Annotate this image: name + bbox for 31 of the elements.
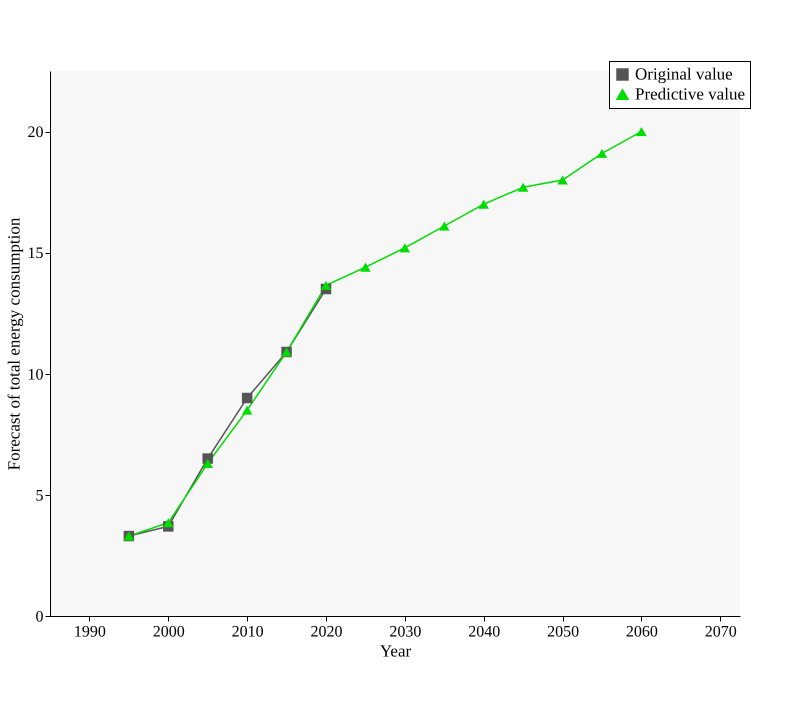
point <box>400 243 410 252</box>
point <box>202 458 213 468</box>
point <box>439 221 450 231</box>
x-tick-label: 2000 <box>152 624 185 640</box>
point <box>596 148 608 158</box>
y-tick-label: 20 <box>28 124 44 142</box>
y-axis-title: Forecast of total energy consumption <box>4 217 24 470</box>
x-tick-label: 2010 <box>232 624 264 640</box>
y-tick-label: 10 <box>28 366 44 384</box>
y-tick-label: 15 <box>28 245 44 262</box>
point <box>518 182 528 192</box>
point <box>478 200 489 209</box>
point <box>242 406 252 415</box>
x-tick-label: 2020 <box>310 624 342 640</box>
x-tick-label: 1990 <box>74 624 106 640</box>
point <box>636 127 647 136</box>
x-tick-label: 2050 <box>547 624 580 640</box>
x-tick-label: 2070 <box>704 624 737 640</box>
y-tick-label: 5 <box>36 487 44 504</box>
y-tick-label: 0 <box>36 608 44 626</box>
point <box>242 392 252 404</box>
point <box>557 175 568 185</box>
x-tick-label: 2030 <box>389 624 422 640</box>
x-axis-title: Year <box>380 642 412 660</box>
legend-label: Predictive value <box>635 84 745 104</box>
x-tick-label: 2040 <box>468 624 500 640</box>
point <box>360 262 371 272</box>
x-tick-label: 2060 <box>626 624 658 640</box>
point <box>320 280 332 290</box>
legend-label: Original value <box>635 64 733 84</box>
point <box>163 518 174 528</box>
